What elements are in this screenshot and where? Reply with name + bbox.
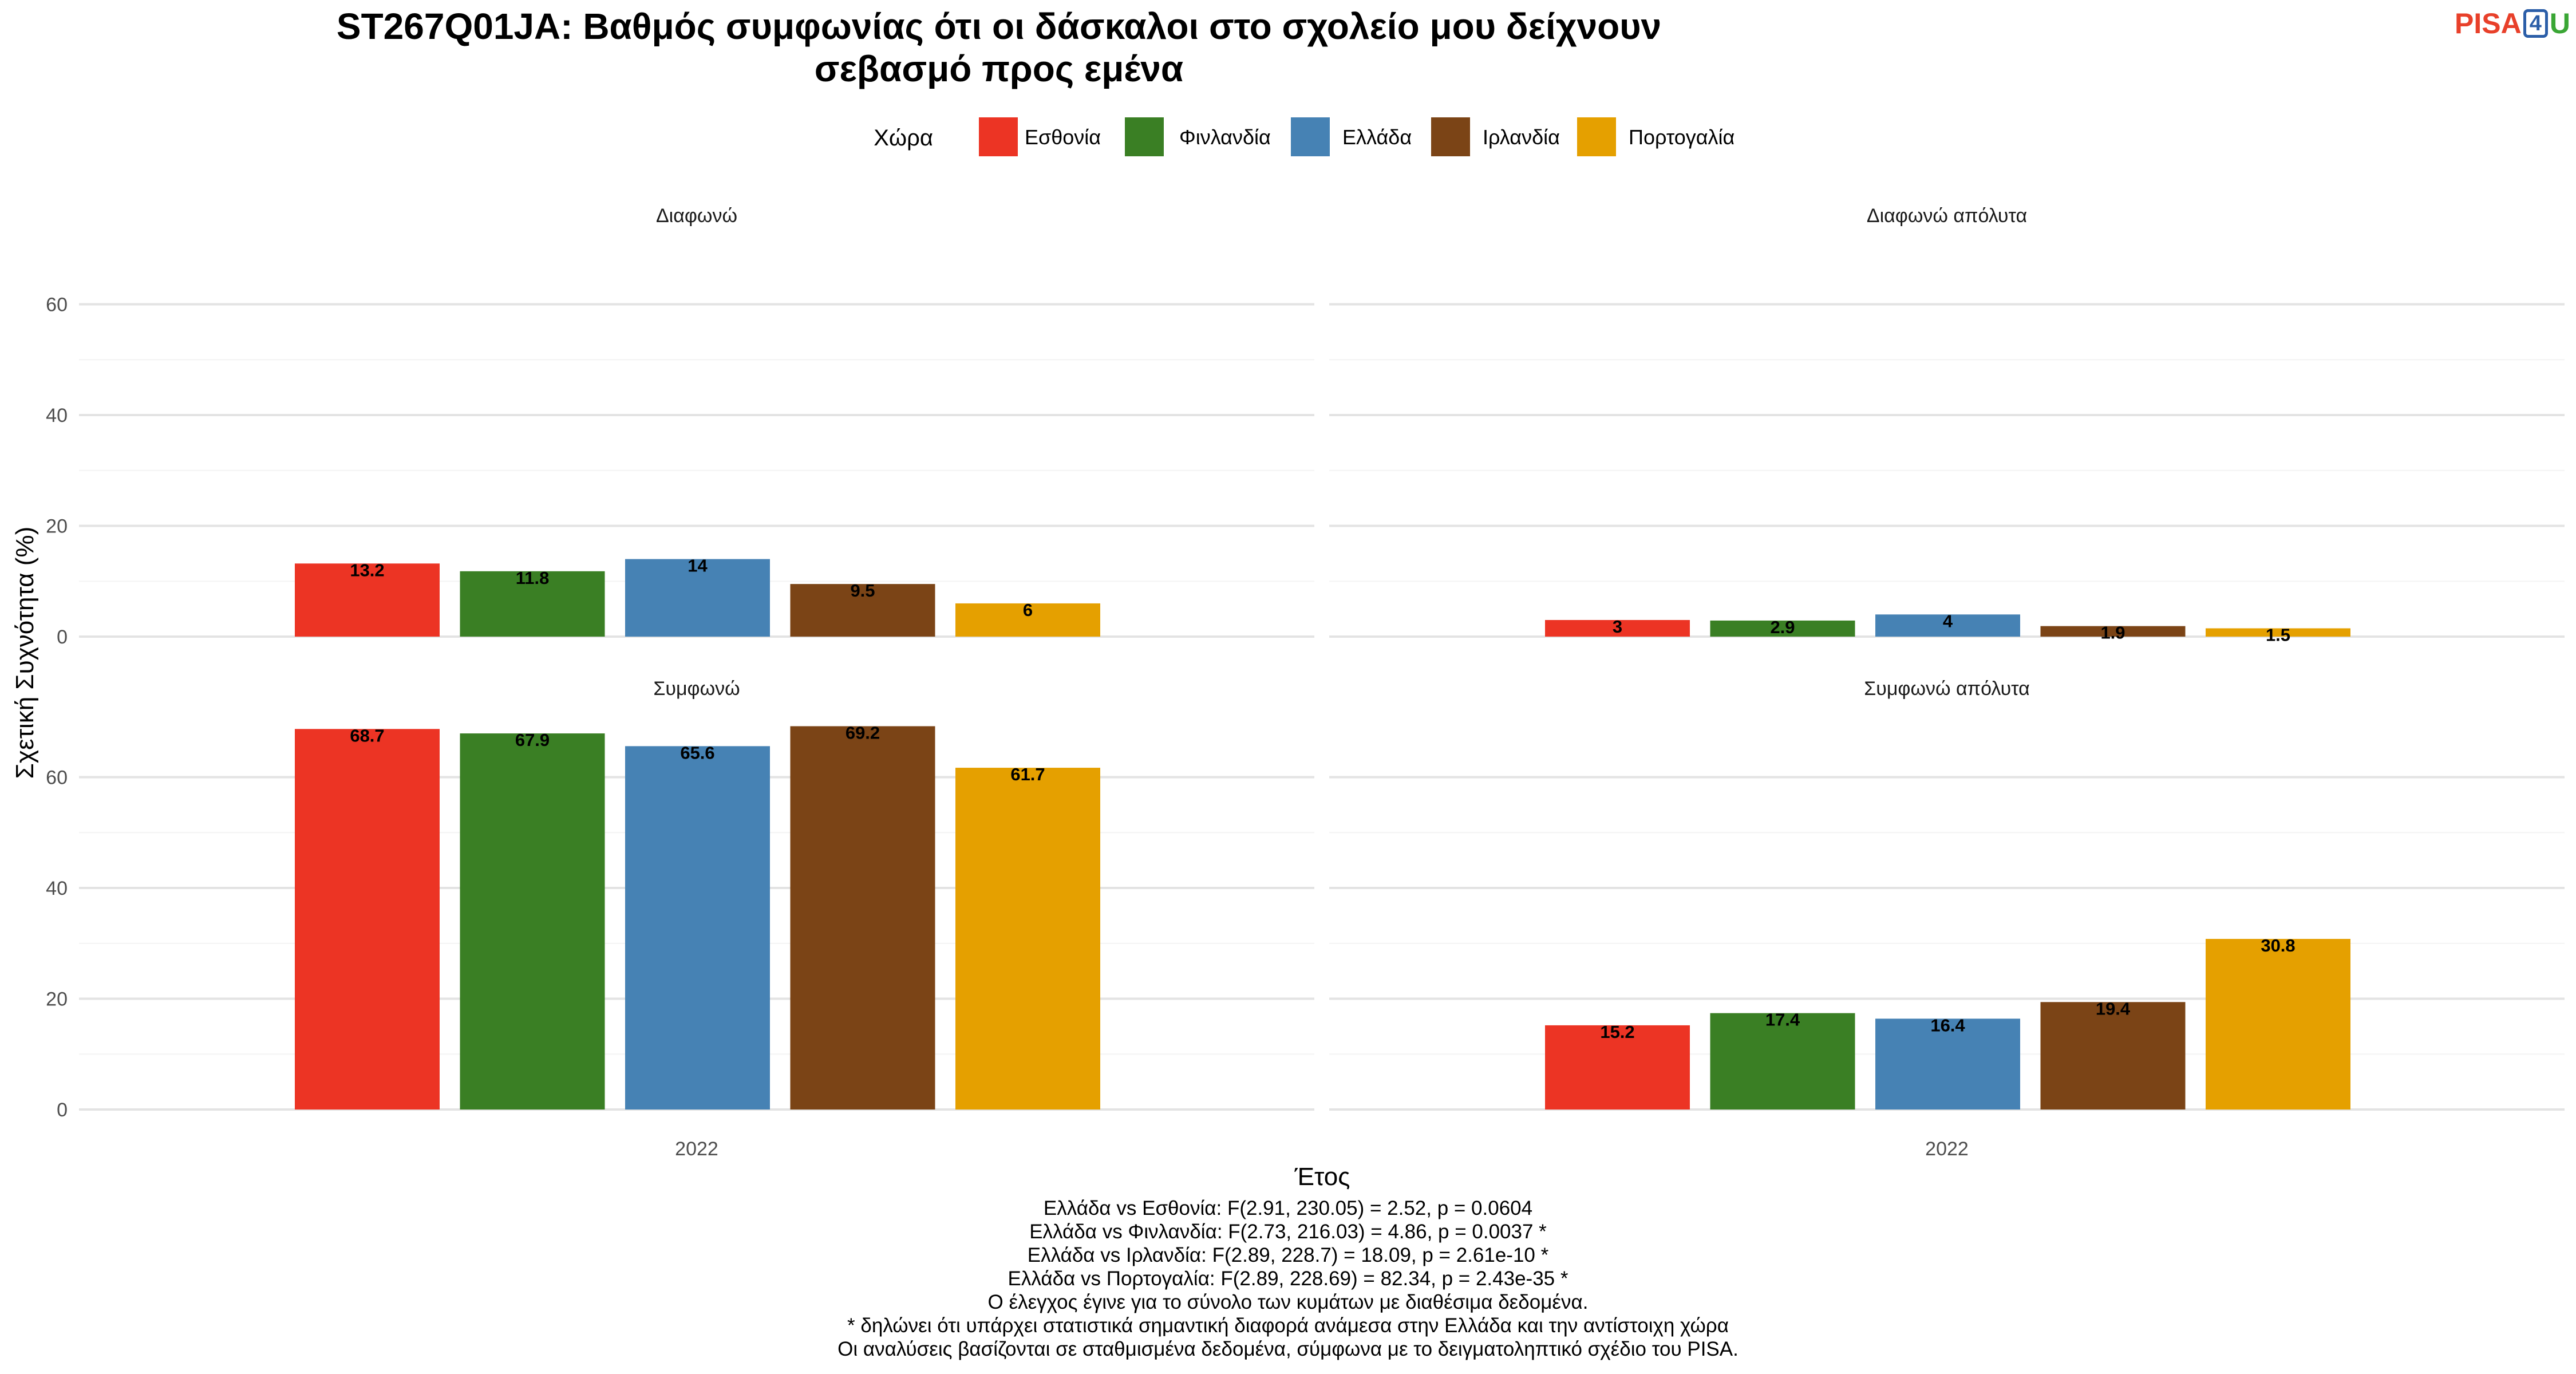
- bar-value-label: 6: [1023, 600, 1033, 620]
- bar-3: [1875, 614, 2020, 637]
- bar-1: [295, 729, 440, 1110]
- bar-3: [1875, 1018, 2020, 1110]
- bar-1: [1545, 1025, 1690, 1110]
- chart-title-line1: ST267Q01JA: Βαθμός συμφωνίας ότι οι δάσκ…: [337, 6, 1661, 47]
- bar-value-label: 61.7: [1010, 764, 1045, 784]
- bar-value-label: 17.4: [1765, 1010, 1800, 1030]
- caption-line-5: Ο έλεγχος έγινε για το σύνολο των κυμάτω…: [987, 1291, 1589, 1313]
- bar-1: [1545, 619, 1690, 637]
- y-tick-label: 0: [57, 626, 68, 648]
- bar-value-label: 3: [1613, 617, 1622, 637]
- logo-part-4: 4: [2523, 9, 2548, 38]
- bar-5: [2206, 939, 2350, 1110]
- pisa4u-logo: PISA 4 U: [2455, 7, 2570, 40]
- legend-label-4: Ιρλανδία: [1483, 125, 1560, 149]
- y-tick-label: 40: [46, 878, 68, 899]
- bar-value-label: 15.2: [1600, 1022, 1634, 1042]
- caption: Ελλάδα vs Εσθονία: F(2.91, 230.05) = 2.5…: [0, 1197, 2576, 1361]
- legend-swatch-1: [979, 117, 1018, 156]
- bar-3: [625, 559, 770, 637]
- panel-strip-label: Συμφωνώ απόλυτα: [1864, 678, 2030, 700]
- logo-part-pisa: PISA: [2455, 7, 2522, 40]
- panel-strip-label: Διαφωνώ: [656, 205, 737, 227]
- y-tick-label: 20: [46, 516, 68, 538]
- panel-strip-label: Συμφωνώ: [653, 678, 740, 700]
- bar-value-label: 1.9: [2100, 623, 2125, 643]
- legend-swatch-5: [1577, 117, 1616, 156]
- caption-line-7: Οι αναλύσεις βασίζονται σε σταθμισμένα δ…: [837, 1338, 1739, 1360]
- logo-part-u: U: [2549, 7, 2570, 40]
- bar-value-label: 14: [688, 556, 708, 576]
- panel-3: Συμφωνώ 0 20 40 60 68.7 67.9 65.6 69.2 61.7 2022: [46, 678, 1314, 1160]
- bar-5: [955, 603, 1100, 637]
- legend-label-3: Ελλάδα: [1342, 125, 1412, 149]
- bar-value-label: 19.4: [2096, 998, 2131, 1018]
- bar-4: [790, 726, 935, 1110]
- panel-4: Συμφωνώ απόλυτα 15.2 17.4 16.4 19.4 30.8 2022: [1329, 678, 2565, 1160]
- bar-value-label: 9.5: [850, 581, 875, 601]
- bar-2: [1710, 620, 1855, 637]
- bar-value-label: 69.2: [846, 722, 880, 743]
- caption-line-3: Ελλάδα vs Ιρλανδία: F(2.89, 228.7) = 18.…: [1027, 1244, 1549, 1266]
- x-tick-label: 2022: [1925, 1138, 1969, 1160]
- caption-line-1: Ελλάδα vs Εσθονία: F(2.91, 230.05) = 2.5…: [1043, 1197, 1533, 1219]
- bar-value-label: 30.8: [2261, 935, 2295, 956]
- legend-title: Χώρα: [874, 125, 933, 151]
- legend-label-5: Πορτογαλία: [1629, 125, 1735, 149]
- bar-4: [2040, 626, 2186, 637]
- legend-swatch-2: [1125, 117, 1164, 156]
- bar-value-label: 4: [1943, 611, 1953, 631]
- y-tick-label: 40: [46, 405, 68, 427]
- bar-value-label: 68.7: [350, 725, 384, 745]
- bar-4: [790, 584, 935, 637]
- chart-title-line2: σεβασμό προς εμένα: [815, 48, 1183, 89]
- bar-4: [2040, 1002, 2186, 1110]
- caption-line-4: Ελλάδα vs Πορτογαλία: F(2.89, 228.69) = …: [1008, 1268, 1568, 1290]
- bar-5: [955, 768, 1100, 1110]
- bar-2: [1710, 1013, 1855, 1110]
- y-tick-label: 60: [46, 294, 68, 316]
- bar-2: [460, 571, 605, 637]
- legend-label-1: Εσθονία: [1025, 125, 1101, 149]
- panel-2: Διαφωνώ απόλυτα 3 2.9 4 1.9 1.5: [1329, 205, 2565, 645]
- bar-value-label: 11.8: [516, 568, 550, 588]
- x-tick-label: 2022: [675, 1138, 718, 1160]
- y-tick-label: 20: [46, 989, 68, 1010]
- bar-value-label: 65.6: [680, 743, 714, 763]
- x-axis-title: Έτος: [1294, 1163, 1350, 1191]
- bar-value-label: 2.9: [1770, 617, 1795, 637]
- bar-1: [295, 563, 440, 637]
- bar-value-label: 13.2: [350, 560, 384, 580]
- bar-3: [625, 746, 770, 1110]
- legend: Χώρα Εσθονία Φινλανδία Ελλάδα Ιρλανδία Πορτο…: [874, 117, 1735, 156]
- panel-strip-label: Διαφωνώ απόλυτα: [1867, 205, 2027, 227]
- bar-2: [460, 733, 605, 1110]
- legend-label-2: Φινλανδία: [1179, 125, 1271, 149]
- bar-value-label: 1.5: [2266, 625, 2290, 645]
- caption-line-6: * δηλώνει ότι υπάρχει στατιστικά σημαντι…: [847, 1314, 1729, 1337]
- y-tick-label: 60: [46, 767, 68, 789]
- legend-swatch-3: [1291, 117, 1330, 156]
- bar-value-label: 67.9: [515, 730, 550, 750]
- y-axis-title: Σχετική Συχνότητα (%): [11, 527, 39, 779]
- bar-value-label: 16.4: [1930, 1015, 1965, 1035]
- caption-line-2: Ελλάδα vs Φινλανδία: F(2.73, 216.03) = 4…: [1029, 1221, 1547, 1243]
- bar-5: [2206, 628, 2350, 637]
- panel-1: Διαφωνώ 0 20 40 60 13.2 11.8 14 9.5 6: [46, 205, 1314, 648]
- y-tick-label: 0: [57, 1099, 68, 1121]
- legend-swatch-4: [1431, 117, 1470, 156]
